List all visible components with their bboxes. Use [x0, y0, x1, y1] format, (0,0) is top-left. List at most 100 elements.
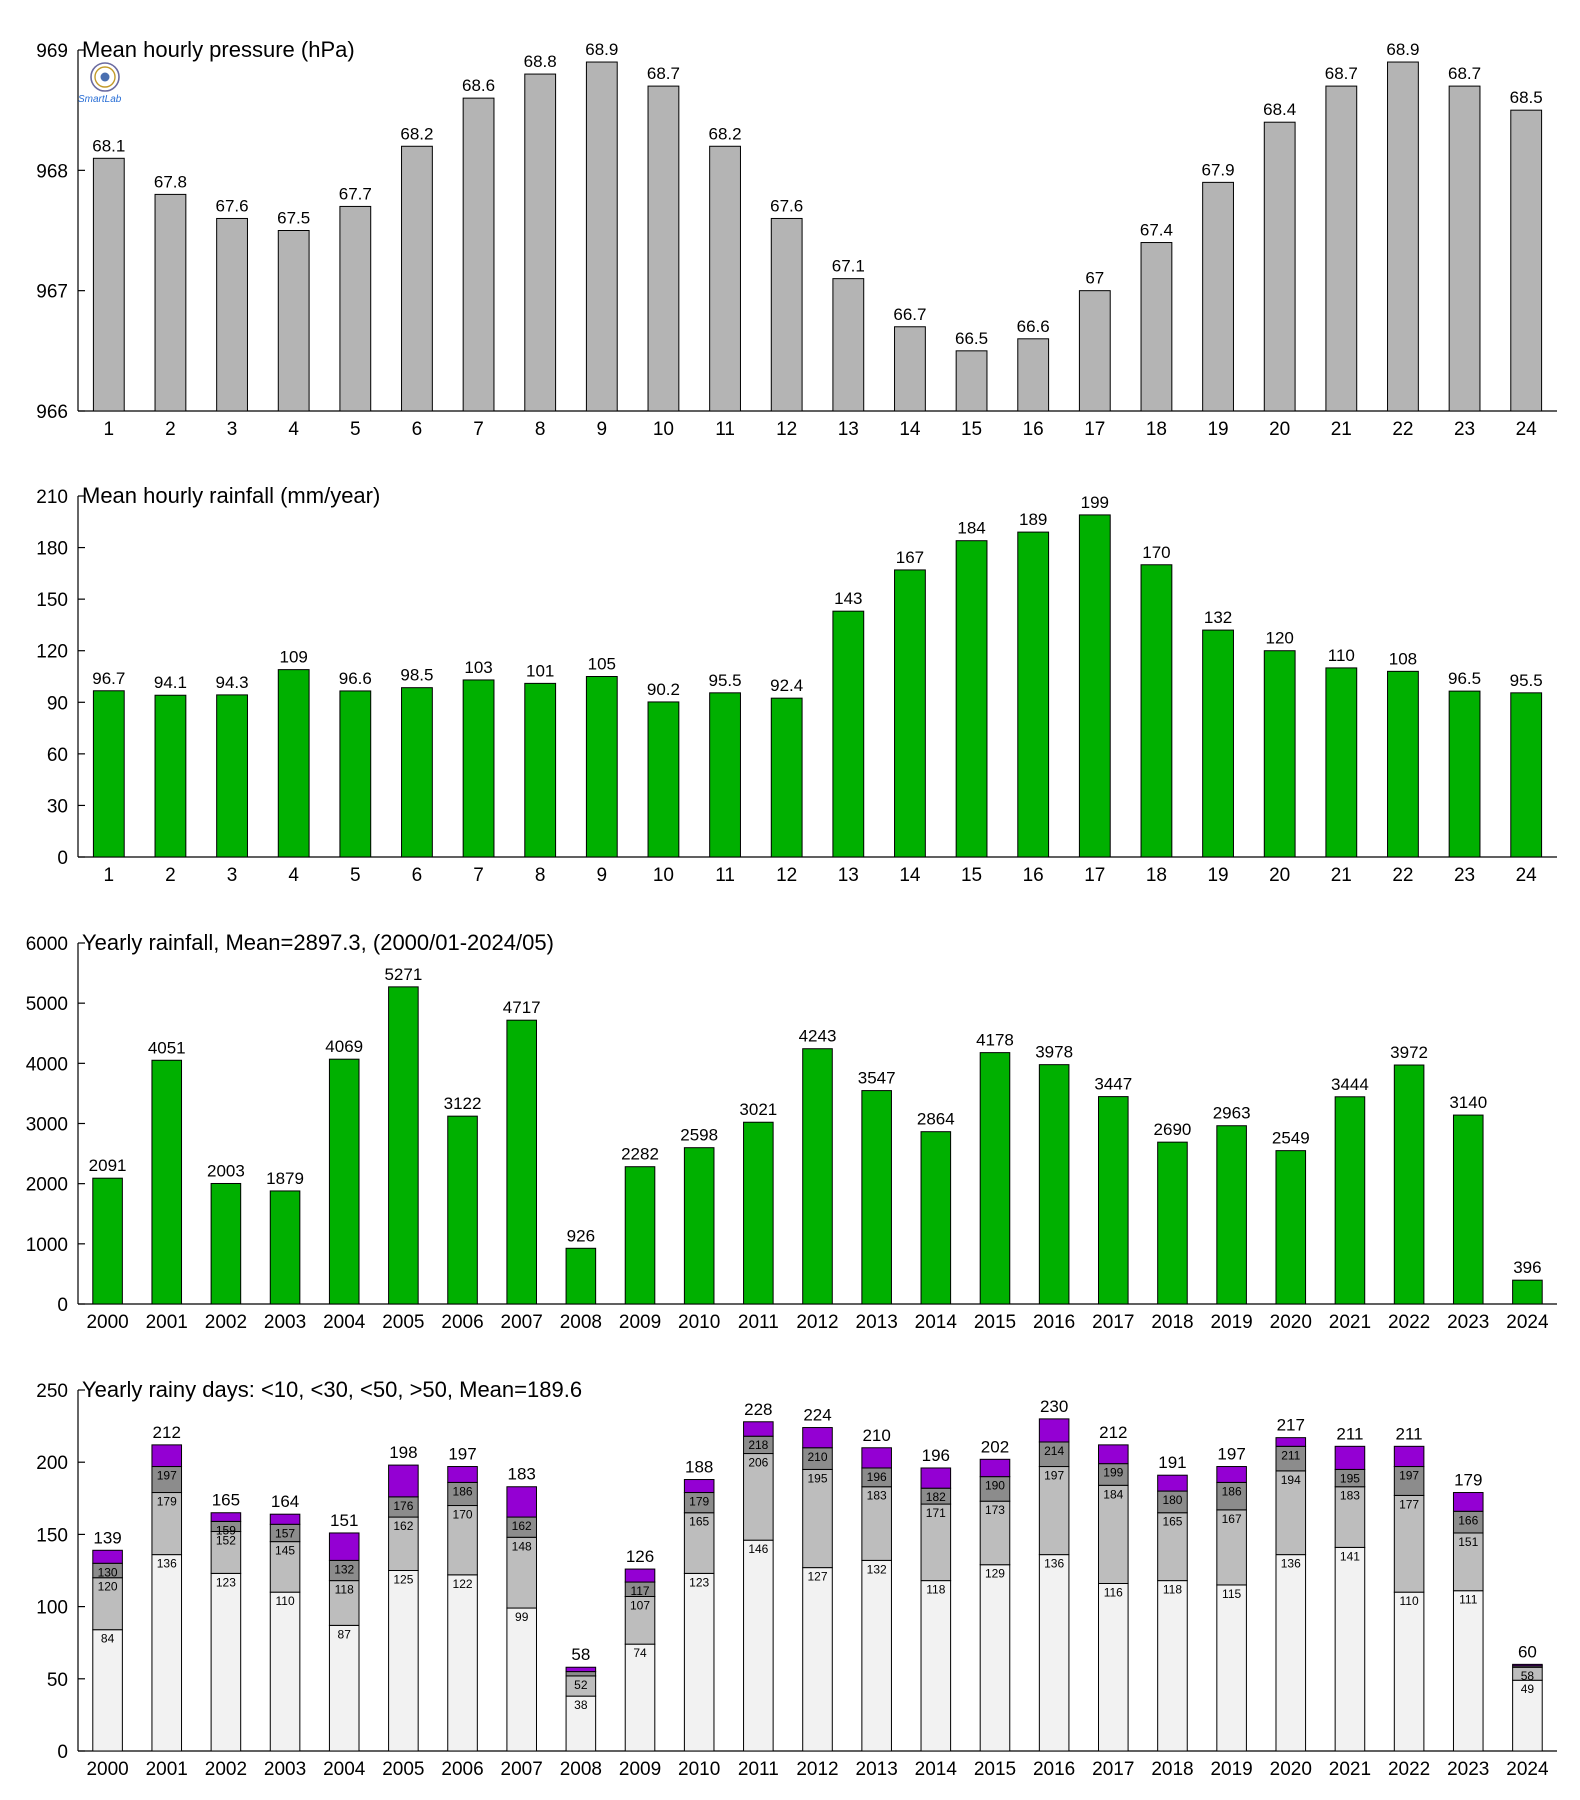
bar-segment-lt10 — [1512, 1679, 1543, 1752]
x-tick-label: 23 — [1454, 865, 1475, 886]
bar-value-label: 2091 — [89, 1156, 127, 1175]
bar-segment-lt10 — [1038, 1554, 1070, 1752]
bar — [1334, 1096, 1366, 1305]
x-tick-label: 2021 — [1329, 1312, 1371, 1333]
x-tick-label: 2013 — [856, 1312, 898, 1333]
segment-label-lt50: 162 — [512, 1519, 532, 1533]
x-tick-label: 8 — [535, 419, 546, 440]
segment-label-lt30: 165 — [1162, 1515, 1182, 1529]
bar-segment-lt10 — [210, 1572, 242, 1752]
segment-label-lt50: 179 — [689, 1495, 709, 1509]
bar-value-label: 66.6 — [1017, 317, 1050, 336]
bar-value-label: 4717 — [503, 998, 541, 1017]
x-tick-label: 2007 — [501, 1759, 543, 1780]
x-tick-label: 1 — [104, 419, 115, 440]
segment-label-lt10: 146 — [748, 1542, 768, 1556]
bar — [1078, 290, 1111, 412]
y-tick-label: 50 — [47, 1670, 68, 1691]
segment-label-lt10: 129 — [985, 1567, 1005, 1581]
segment-label-lt50: 197 — [157, 1469, 177, 1483]
bar — [92, 690, 125, 858]
bar-total-label: 188 — [685, 1458, 713, 1477]
segment-label-lt30: 107 — [630, 1598, 650, 1612]
bar-value-label: 926 — [567, 1226, 595, 1245]
bar-value-label: 67 — [1085, 269, 1104, 288]
y-tick-label: 2000 — [26, 1175, 68, 1196]
bar-value-label: 143 — [834, 589, 862, 608]
x-tick-label: 13 — [838, 419, 859, 440]
bar — [832, 610, 865, 858]
x-tick-label: 2012 — [796, 1759, 838, 1780]
bar-total-label: 179 — [1454, 1471, 1482, 1490]
bar-value-label: 3447 — [1094, 1075, 1132, 1094]
segment-label-lt10: 84 — [101, 1632, 115, 1646]
segment-label-lt10: 111 — [1459, 1593, 1478, 1607]
bar — [1452, 1114, 1484, 1305]
segment-label-lt10: 136 — [157, 1557, 177, 1571]
bar-segment-gt50 — [1216, 1466, 1247, 1483]
bar-segment-lt10 — [802, 1567, 833, 1752]
bar — [1202, 629, 1234, 858]
x-tick-label: 12 — [776, 419, 797, 440]
x-tick-label: 11 — [715, 865, 735, 886]
segment-label-lt30: 120 — [98, 1580, 118, 1594]
bar — [154, 694, 187, 858]
bar-value-label: 68.2 — [400, 124, 433, 143]
x-tick-label: 2015 — [974, 1312, 1016, 1333]
bar — [277, 230, 310, 412]
x-tick-label: 17 — [1084, 865, 1105, 886]
bar — [920, 1131, 952, 1305]
bar — [1512, 1279, 1543, 1305]
bar — [955, 350, 988, 412]
bar-value-label: 95.5 — [709, 671, 742, 690]
x-tick-label: 2011 — [738, 1312, 779, 1333]
segment-label-lt50: 166 — [1458, 1513, 1478, 1527]
bar-segment-gt50 — [1098, 1444, 1129, 1465]
x-tick-label: 6 — [412, 419, 423, 440]
x-tick-label: 2006 — [441, 1312, 483, 1333]
x-tick-label: 13 — [838, 865, 859, 886]
bar-segment-gt50 — [328, 1532, 360, 1561]
segment-label-lt30: 173 — [985, 1503, 1005, 1517]
segment-label-lt30: 183 — [1340, 1489, 1360, 1503]
bar-segment-lt10 — [92, 1629, 123, 1752]
bar-segment-lt10 — [743, 1539, 774, 1752]
bar — [1157, 1141, 1188, 1305]
bar-segment-lt10 — [269, 1591, 301, 1752]
bar — [524, 682, 557, 858]
segment-label-lt30: 162 — [393, 1519, 413, 1533]
segment-label-lt50: 214 — [1044, 1444, 1064, 1458]
bar-total-label: 210 — [862, 1426, 890, 1445]
bar-total-label: 230 — [1040, 1397, 1068, 1416]
bar-value-label: 95.5 — [1510, 671, 1543, 690]
x-tick-label: 2004 — [323, 1759, 366, 1780]
segment-label-lt10: 74 — [633, 1646, 647, 1660]
bar-total-label: 126 — [626, 1547, 654, 1566]
bar-total-label: 212 — [1099, 1423, 1127, 1442]
bar-total-label: 196 — [922, 1446, 950, 1465]
bar — [154, 193, 187, 412]
bar-segment-lt50 — [979, 1476, 1011, 1502]
bar-total-label: 164 — [271, 1492, 299, 1511]
bar-segment-lt10 — [1393, 1591, 1425, 1752]
bar-segment-lt30 — [920, 1503, 952, 1582]
bar — [462, 679, 495, 858]
bar — [565, 1247, 597, 1305]
bar-segment-lt10 — [1334, 1546, 1366, 1752]
segment-label-lt50: 117 — [630, 1584, 649, 1598]
segment-label-lt10: 136 — [1281, 1557, 1301, 1571]
x-tick-label: 6 — [412, 865, 423, 886]
bar-value-label: 103 — [464, 658, 492, 677]
bar-value-label: 67.8 — [154, 172, 187, 191]
segment-label-lt50: 211 — [1281, 1448, 1300, 1462]
bar-value-label: 94.1 — [154, 673, 187, 692]
bar — [1263, 650, 1296, 858]
bar — [624, 1166, 656, 1305]
y-tick-label: 0 — [57, 1295, 68, 1316]
bar-segment-lt30 — [1275, 1470, 1307, 1556]
segment-label-lt50: 195 — [1340, 1471, 1360, 1485]
bar-value-label: 3021 — [739, 1100, 777, 1119]
x-tick-label: 20 — [1269, 419, 1290, 440]
segment-label-lt10: 132 — [867, 1562, 887, 1576]
